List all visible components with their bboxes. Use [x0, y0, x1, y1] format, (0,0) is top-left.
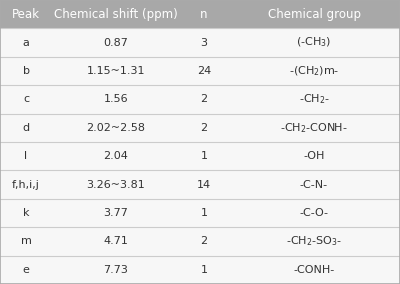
Bar	[0, 0, 400, 28]
Bar	[0, 170, 400, 199]
Bar	[0, 227, 400, 256]
Text: -C-N-: -C-N-	[300, 179, 328, 190]
Text: Peak: Peak	[12, 8, 40, 21]
Text: 4.71: 4.71	[104, 236, 128, 247]
Text: 3: 3	[200, 37, 208, 48]
Text: 3.77: 3.77	[104, 208, 128, 218]
Text: 3.26~3.81: 3.26~3.81	[87, 179, 145, 190]
Text: (-CH$_3$): (-CH$_3$)	[296, 36, 332, 49]
Bar	[0, 28, 400, 57]
Text: 7.73: 7.73	[104, 265, 128, 275]
Bar	[0, 57, 400, 85]
Text: -C-O-: -C-O-	[300, 208, 328, 218]
Text: -(CH$_2$)m-: -(CH$_2$)m-	[289, 64, 339, 78]
Text: -CH$_2$-CONH-: -CH$_2$-CONH-	[280, 121, 348, 135]
Text: 0.87: 0.87	[104, 37, 128, 48]
Text: n: n	[200, 8, 208, 21]
Text: 1.15~1.31: 1.15~1.31	[87, 66, 145, 76]
Text: 2: 2	[200, 94, 208, 105]
Bar	[0, 85, 400, 114]
Text: a: a	[22, 37, 30, 48]
Text: k: k	[23, 208, 29, 218]
Text: 1: 1	[200, 208, 208, 218]
Text: b: b	[22, 66, 30, 76]
Text: -CH$_2$-: -CH$_2$-	[298, 93, 330, 106]
Text: c: c	[23, 94, 29, 105]
Text: Chemical shift (ppm): Chemical shift (ppm)	[54, 8, 178, 21]
Bar	[0, 199, 400, 227]
Text: 1: 1	[200, 151, 208, 161]
Text: 2: 2	[200, 236, 208, 247]
Text: 2.02~2.58: 2.02~2.58	[86, 123, 146, 133]
Text: 2: 2	[200, 123, 208, 133]
Bar	[0, 114, 400, 142]
Text: 1: 1	[200, 265, 208, 275]
Text: Chemical group: Chemical group	[268, 8, 360, 21]
Text: f,h,i,j: f,h,i,j	[12, 179, 40, 190]
Text: m: m	[20, 236, 32, 247]
Text: d: d	[22, 123, 30, 133]
Text: 1.56: 1.56	[104, 94, 128, 105]
Text: -OH: -OH	[303, 151, 325, 161]
Bar	[0, 142, 400, 170]
Bar	[0, 256, 400, 284]
Text: 24: 24	[197, 66, 211, 76]
Text: 2.04: 2.04	[104, 151, 128, 161]
Text: -CONH-: -CONH-	[293, 265, 335, 275]
Text: -CH$_2$-SO$_3$-: -CH$_2$-SO$_3$-	[286, 235, 342, 248]
Text: 14: 14	[197, 179, 211, 190]
Text: l: l	[24, 151, 28, 161]
Text: e: e	[22, 265, 30, 275]
